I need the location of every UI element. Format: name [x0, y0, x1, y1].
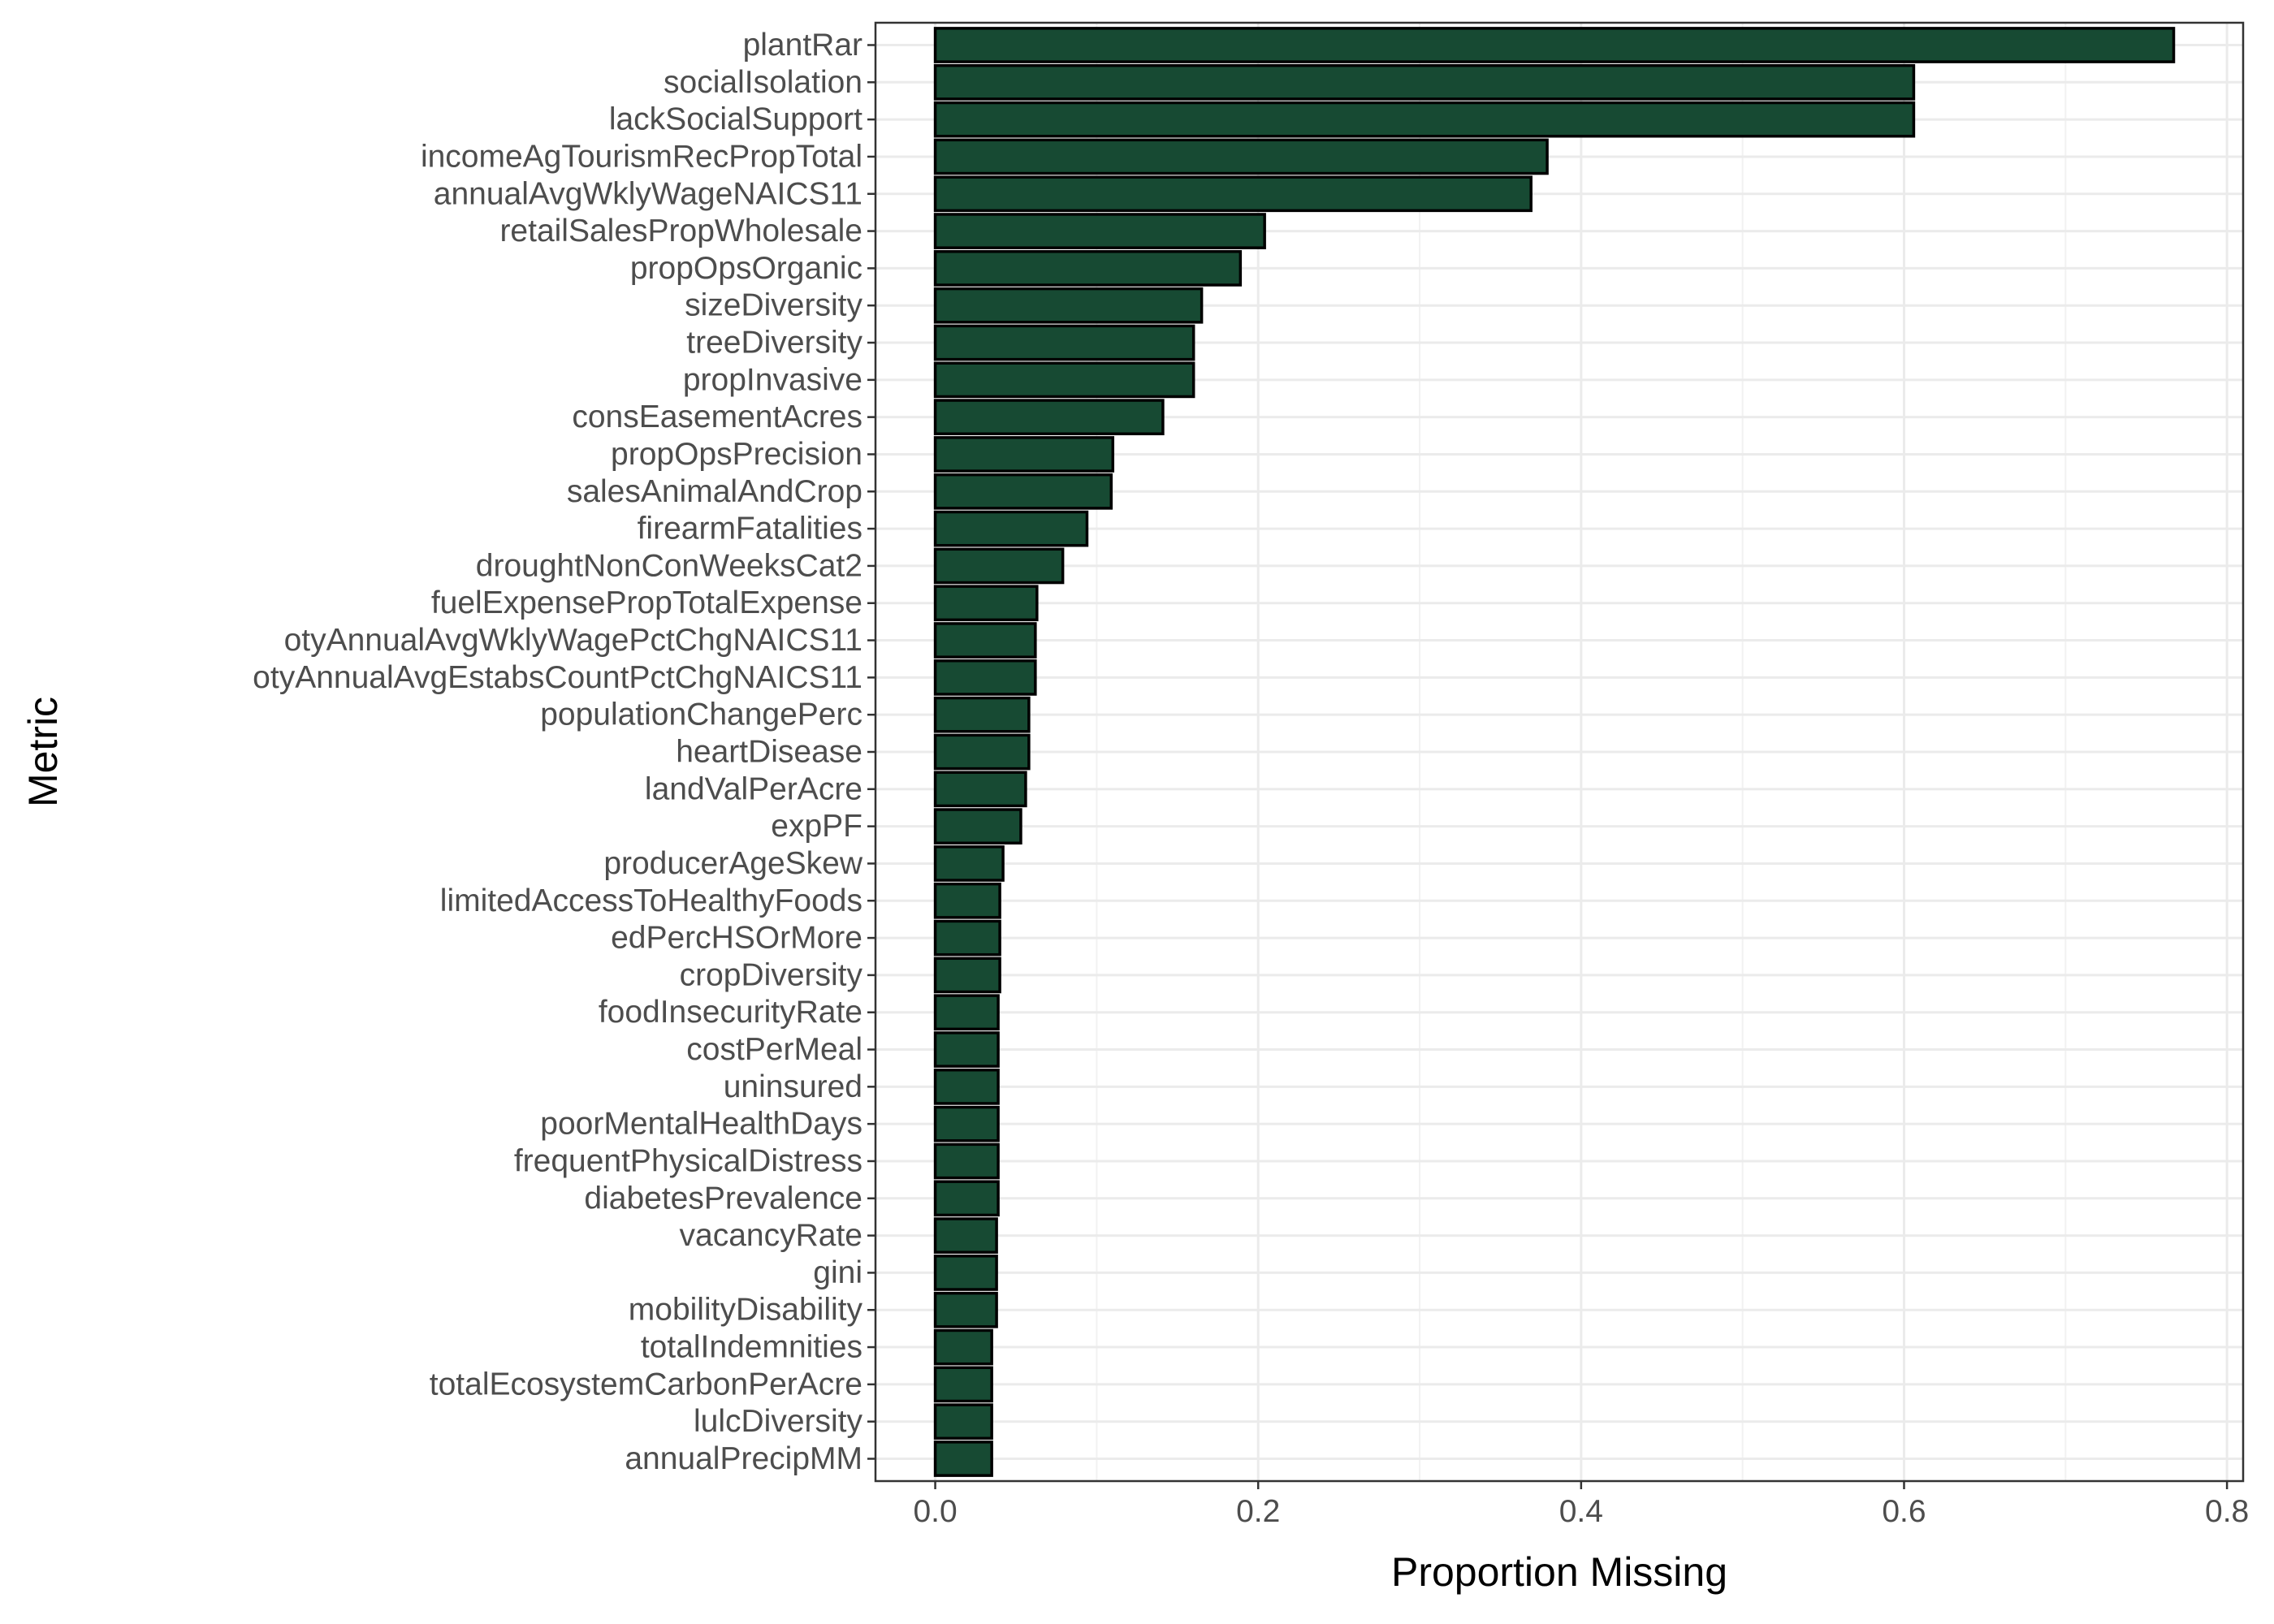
- y-tick-label: cropDiversity: [680, 957, 863, 992]
- y-tick-label: expPF: [771, 809, 862, 844]
- y-tick-label: otyAnnualAvgEstabsCountPctChgNAICS11: [253, 660, 862, 695]
- major-gridlines: [875, 23, 2243, 1481]
- y-tick-label: producerAgeSkew: [603, 846, 863, 881]
- y-tick-label: salesAnimalAndCrop: [567, 474, 862, 509]
- y-tick-label: lulcDiversity: [694, 1404, 863, 1439]
- y-tick-label: retailSalesPropWholesale: [499, 214, 862, 248]
- x-tick-label: 0.2: [1236, 1494, 1280, 1529]
- bar: [933, 473, 1113, 510]
- y-tick-label: plantRar: [743, 28, 862, 63]
- bar: [933, 547, 1065, 585]
- bar: [933, 957, 1001, 994]
- y-tick-label: propOpsOrganic: [630, 251, 862, 286]
- bar: [933, 1068, 1000, 1105]
- y-tick-label: otyAnnualAvgWklyWagePctChgNAICS11: [284, 623, 862, 658]
- y-tick-label: edPercHSOrMore: [611, 921, 862, 956]
- bar: [933, 1403, 993, 1440]
- y-tick-label: landValPerAcre: [645, 771, 862, 806]
- y-tick-label: populationChangePerc: [540, 698, 862, 732]
- y-tick-label: totalEcosystemCarbonPerAcre: [430, 1367, 862, 1402]
- x-tick-label: 0.8: [2205, 1494, 2249, 1529]
- bar: [933, 324, 1195, 361]
- y-tick-label: costPerMeal: [686, 1032, 862, 1067]
- bars: [933, 27, 2176, 1477]
- bar: [933, 622, 1037, 659]
- y-tick-label: frequentPhysicalDistress: [514, 1143, 862, 1178]
- bar: [933, 696, 1031, 733]
- x-axis-title: Proportion Missing: [1391, 1549, 1727, 1595]
- bar: [933, 919, 1001, 957]
- x-tick-label: 0.0: [913, 1494, 957, 1529]
- x-tick-label: 0.4: [1559, 1494, 1603, 1529]
- bar: [933, 361, 1195, 399]
- bar: [933, 659, 1037, 696]
- bar: [933, 175, 1533, 213]
- y-tick-label: foodInsecurityRate: [599, 995, 862, 1030]
- x-tick-label: 0.6: [1882, 1494, 1926, 1529]
- bar: [933, 287, 1204, 324]
- bar: [933, 101, 1916, 138]
- y-tick-label: incomeAgTourismRecPropTotal: [421, 139, 862, 174]
- bar: [933, 1031, 1000, 1068]
- bar: [933, 1291, 998, 1328]
- y-tick-label: gini: [813, 1255, 862, 1290]
- bar: [933, 808, 1022, 845]
- y-tick-label: annualAvgWklyWageNAICS11: [434, 176, 862, 211]
- bar: [933, 1217, 998, 1254]
- y-tick-label: firearmFatalities: [638, 512, 862, 546]
- bar: [933, 845, 1005, 882]
- y-tick-label: sizeDiversity: [685, 288, 862, 323]
- plot-panel: [874, 21, 2245, 1483]
- bar: [933, 250, 1243, 287]
- bar: [933, 771, 1027, 808]
- bar: [933, 1328, 993, 1366]
- bar: [933, 138, 1549, 175]
- y-tick-label: limitedAccessToHealthyFoods: [440, 883, 862, 918]
- bar: [933, 213, 1266, 249]
- bar: [933, 63, 1916, 101]
- bar: [933, 585, 1039, 622]
- bar: [933, 733, 1031, 771]
- y-tick-label: consEasementAcres: [572, 400, 862, 434]
- y-tick-label: diabetesPrevalence: [584, 1181, 862, 1216]
- y-tick-label: droughtNonConWeeksCat2: [476, 548, 862, 583]
- bar: [933, 1440, 993, 1477]
- y-tick-label: fuelExpensePropTotalExpense: [431, 585, 862, 620]
- bar: [933, 1180, 1000, 1217]
- bar: [933, 882, 1001, 919]
- y-tick-label: propOpsPrecision: [611, 437, 862, 472]
- y-tick-label: lackSocialSupport: [609, 102, 862, 137]
- y-tick-label: heartDisease: [676, 735, 862, 770]
- bar: [933, 436, 1115, 473]
- bar: [933, 1255, 998, 1291]
- bar: [933, 994, 1000, 1031]
- x-axis-ticks: 0.0 0.2 0.4 0.6 0.8: [913, 1481, 2249, 1529]
- bar: [933, 399, 1165, 436]
- bar: [933, 1366, 993, 1403]
- y-tick-label: mobilityDisability: [629, 1293, 863, 1328]
- y-tick-label: annualPrecipMM: [625, 1441, 862, 1476]
- bar: [933, 27, 2176, 63]
- bar: [933, 1142, 1000, 1180]
- y-tick-label: poorMentalHealthDays: [540, 1107, 862, 1142]
- y-tick-label: socialIsolation: [664, 65, 862, 100]
- bar: [933, 510, 1089, 547]
- y-tick-label: vacancyRate: [680, 1218, 862, 1253]
- y-axis-ticks: plantRarsocialIsolationlackSocialSupport…: [253, 28, 875, 1476]
- y-tick-label: treeDiversity: [686, 326, 862, 361]
- y-tick-label: totalIndemnities: [641, 1330, 862, 1365]
- bar: [933, 1105, 1000, 1142]
- y-tick-label: uninsured: [724, 1069, 862, 1104]
- y-axis-title: Metric: [20, 697, 66, 807]
- y-tick-label: propInvasive: [683, 362, 862, 397]
